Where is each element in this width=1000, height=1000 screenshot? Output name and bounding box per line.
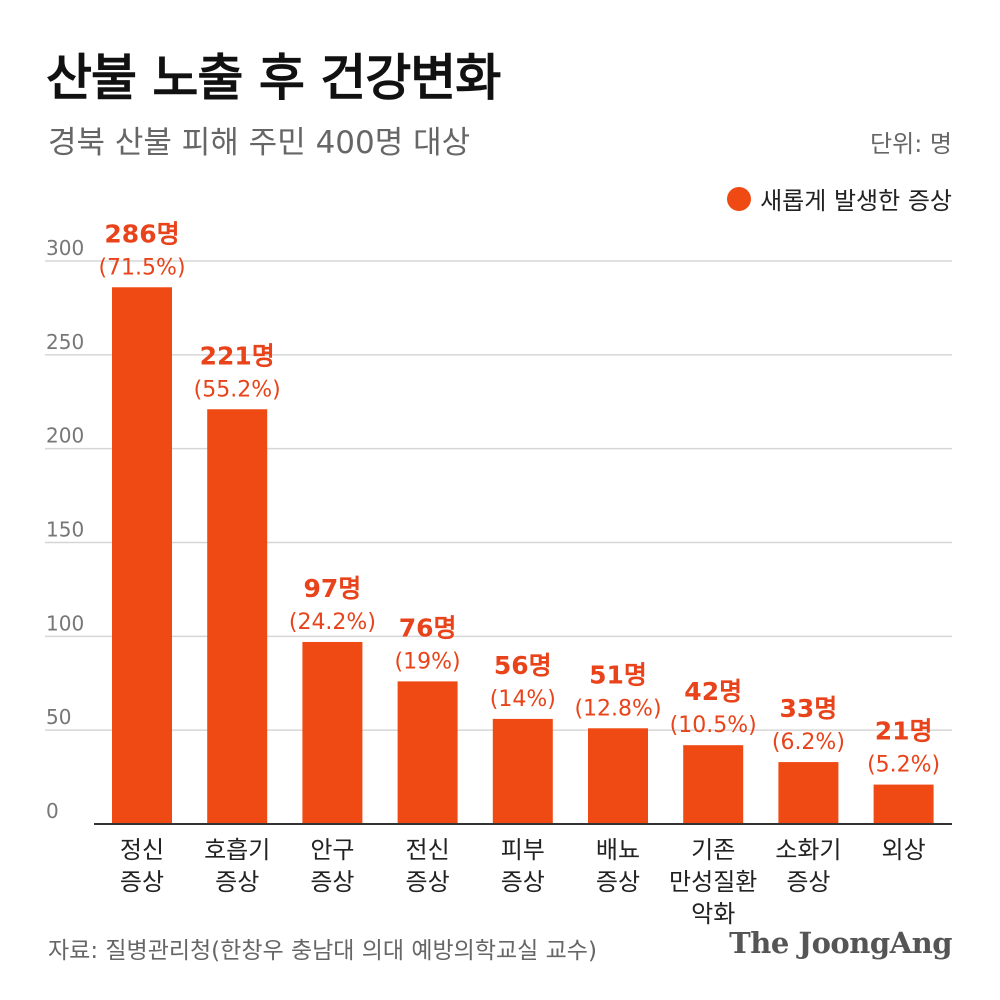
x-tick-label: 호흡기 <box>204 836 270 864</box>
y-tick-label: 300 <box>46 236 84 260</box>
bar <box>873 784 934 824</box>
data-label-count: 97명 <box>304 574 362 603</box>
data-label-count: 21명 <box>875 717 933 746</box>
brand-logo: The JoongAng <box>729 926 952 960</box>
y-tick-label: 200 <box>46 424 84 448</box>
bar <box>207 409 268 824</box>
x-tick-label: 증상 <box>406 868 450 896</box>
data-label-count: 76명 <box>399 613 457 642</box>
y-tick-label: 100 <box>46 611 84 635</box>
bar <box>397 681 458 824</box>
data-label-percent: (6.2%) <box>772 730 845 755</box>
x-tick-label: 기존 <box>691 836 735 864</box>
legend-label: 새롭게 발생한 증상 <box>760 187 952 215</box>
y-tick-label: 0 <box>46 799 59 823</box>
x-tick-label: 피부 <box>501 836 545 864</box>
x-tick-label: 정신 <box>120 836 164 864</box>
data-label-percent: (71.5%) <box>98 255 185 280</box>
bar <box>112 287 172 825</box>
source-note: 자료: 질병관리청(한창우 충남대 의대 예방의학교실 교수) <box>48 938 597 964</box>
unit-label: 단위: 명 <box>870 130 952 158</box>
x-tick-label: 안구 <box>310 836 354 864</box>
x-tick-label: 증상 <box>215 868 259 896</box>
data-label-percent: (19%) <box>395 649 461 674</box>
bar <box>778 762 839 824</box>
chart-subtitle: 경북 산불 피해 주민 400명 대상 <box>48 125 471 161</box>
data-label-count: 51명 <box>589 660 647 689</box>
bar <box>492 718 553 824</box>
x-tick-label: 증상 <box>596 868 640 896</box>
data-label-percent: (24.2%) <box>289 610 376 635</box>
data-label-percent: (55.2%) <box>194 377 281 402</box>
data-label-percent: (12.8%) <box>574 696 661 721</box>
x-tick-label: 증상 <box>501 868 545 896</box>
chart-title: 산불 노출 후 건강변화 <box>46 49 501 107</box>
bar <box>302 641 363 824</box>
data-label-percent: (14%) <box>490 687 556 712</box>
x-tick-label: 전신 <box>406 836 450 864</box>
data-label-count: 42명 <box>684 677 742 706</box>
data-label-count: 286명 <box>104 219 179 248</box>
legend: 새롭게 발생한 증상 <box>727 181 952 216</box>
bar <box>588 728 648 824</box>
data-label-percent: (10.5%) <box>670 713 757 738</box>
data-label-count: 221명 <box>200 341 275 370</box>
y-tick-label: 250 <box>46 330 84 354</box>
legend-swatch <box>727 186 752 211</box>
x-tick-label: 증상 <box>310 868 354 896</box>
bar <box>683 745 744 824</box>
y-tick-label: 50 <box>46 705 71 729</box>
x-tick-label: 악화 <box>691 900 735 928</box>
x-tick-label: 소화기 <box>775 836 841 864</box>
x-tick-label: 증상 <box>120 868 164 896</box>
data-label-percent: (5.2%) <box>867 753 940 778</box>
x-tick-label: 외상 <box>882 836 926 864</box>
x-tick-label: 배뇨 <box>596 836 640 864</box>
data-label-count: 56명 <box>494 651 552 680</box>
x-tick-label: 만성질환 <box>669 868 757 896</box>
x-tick-label: 증상 <box>786 868 830 896</box>
y-tick-label: 150 <box>46 518 84 542</box>
data-label-count: 33명 <box>780 694 838 723</box>
